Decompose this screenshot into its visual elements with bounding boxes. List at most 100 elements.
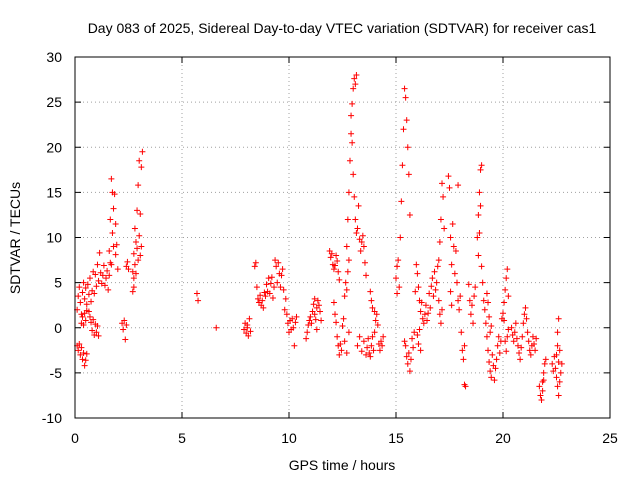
data-point [342,279,349,286]
data-point [360,338,367,345]
data-point [348,112,355,119]
data-point [399,162,406,169]
data-point [308,320,315,327]
data-point [283,311,290,318]
data-point [471,293,478,300]
data-point [372,317,379,324]
data-point [341,293,348,300]
data-point [456,306,463,313]
data-point [292,319,299,326]
data-point [516,350,523,357]
data-point [353,72,360,79]
data-point [477,166,484,173]
data-point [554,342,561,349]
x-tick-label: 0 [71,430,79,446]
data-point [396,284,403,291]
data-point [262,293,269,300]
data-point [95,277,102,284]
data-point [394,290,401,297]
data-point [353,229,360,236]
data-point [113,241,120,248]
data-point [439,306,446,313]
data-point [513,335,520,342]
data-point [488,374,495,381]
data-point [542,356,549,363]
data-point [433,279,440,286]
data-point [310,301,317,308]
data-point [413,261,420,268]
data-point [457,293,464,300]
data-point [518,344,525,351]
data-point [303,335,310,342]
data-point [80,279,87,286]
data-point [139,148,146,155]
data-point [448,261,455,268]
data-point [269,294,276,301]
data-point [505,326,512,333]
data-point [502,286,509,293]
data-point [340,315,347,322]
data-point [81,362,88,369]
data-point [446,184,453,191]
data-point [114,266,121,273]
data-point [90,316,97,323]
x-tick-label: 20 [495,430,511,446]
data-point [277,284,284,291]
data-point [409,335,416,342]
data-point [394,263,401,270]
data-point [421,311,428,318]
data-point [504,333,511,340]
data-point [99,272,106,279]
data-point [460,356,467,363]
data-point [450,243,457,250]
data-point [79,289,86,296]
data-point [94,322,101,329]
data-point [81,295,88,302]
data-point [83,350,90,357]
data-point [352,81,359,88]
data-point [79,356,86,363]
data-point [486,359,493,366]
data-point [529,333,536,340]
data-point [337,340,344,347]
data-point [467,311,474,318]
data-point [432,286,439,293]
data-point [523,315,530,322]
data-point [420,320,427,327]
chart-title: Day 083 of 2025, Sidereal Day-to-day VTE… [88,20,597,36]
grid [75,57,610,418]
data-point [414,331,421,338]
data-point [437,216,444,223]
data-point [98,280,105,287]
data-point [495,333,502,340]
data-point [80,322,87,329]
data-point [404,360,411,367]
data-point [503,348,510,355]
data-point [132,239,139,246]
data-point [351,75,358,82]
data-point [343,243,350,250]
x-axis-title: GPS time / hours [289,457,396,473]
x-tick-label: 25 [602,430,618,446]
data-point [412,288,419,295]
data-point [333,252,340,259]
data-point [379,342,386,349]
y-tick-label: 5 [54,275,62,291]
data-point [120,326,127,333]
data-point [478,162,485,169]
data-point [94,261,101,268]
data-point [541,360,548,367]
y-tick-label: 15 [46,184,62,200]
data-point [343,350,350,357]
data-point [334,257,341,264]
data-point [356,333,363,340]
data-point [440,193,447,200]
data-point [252,259,259,266]
data-point [462,383,469,390]
data-point [333,319,340,326]
y-tick-label: 10 [46,230,62,246]
data-point [138,164,145,171]
data-point [105,286,112,293]
data-point [363,351,370,358]
data-point [112,251,119,258]
